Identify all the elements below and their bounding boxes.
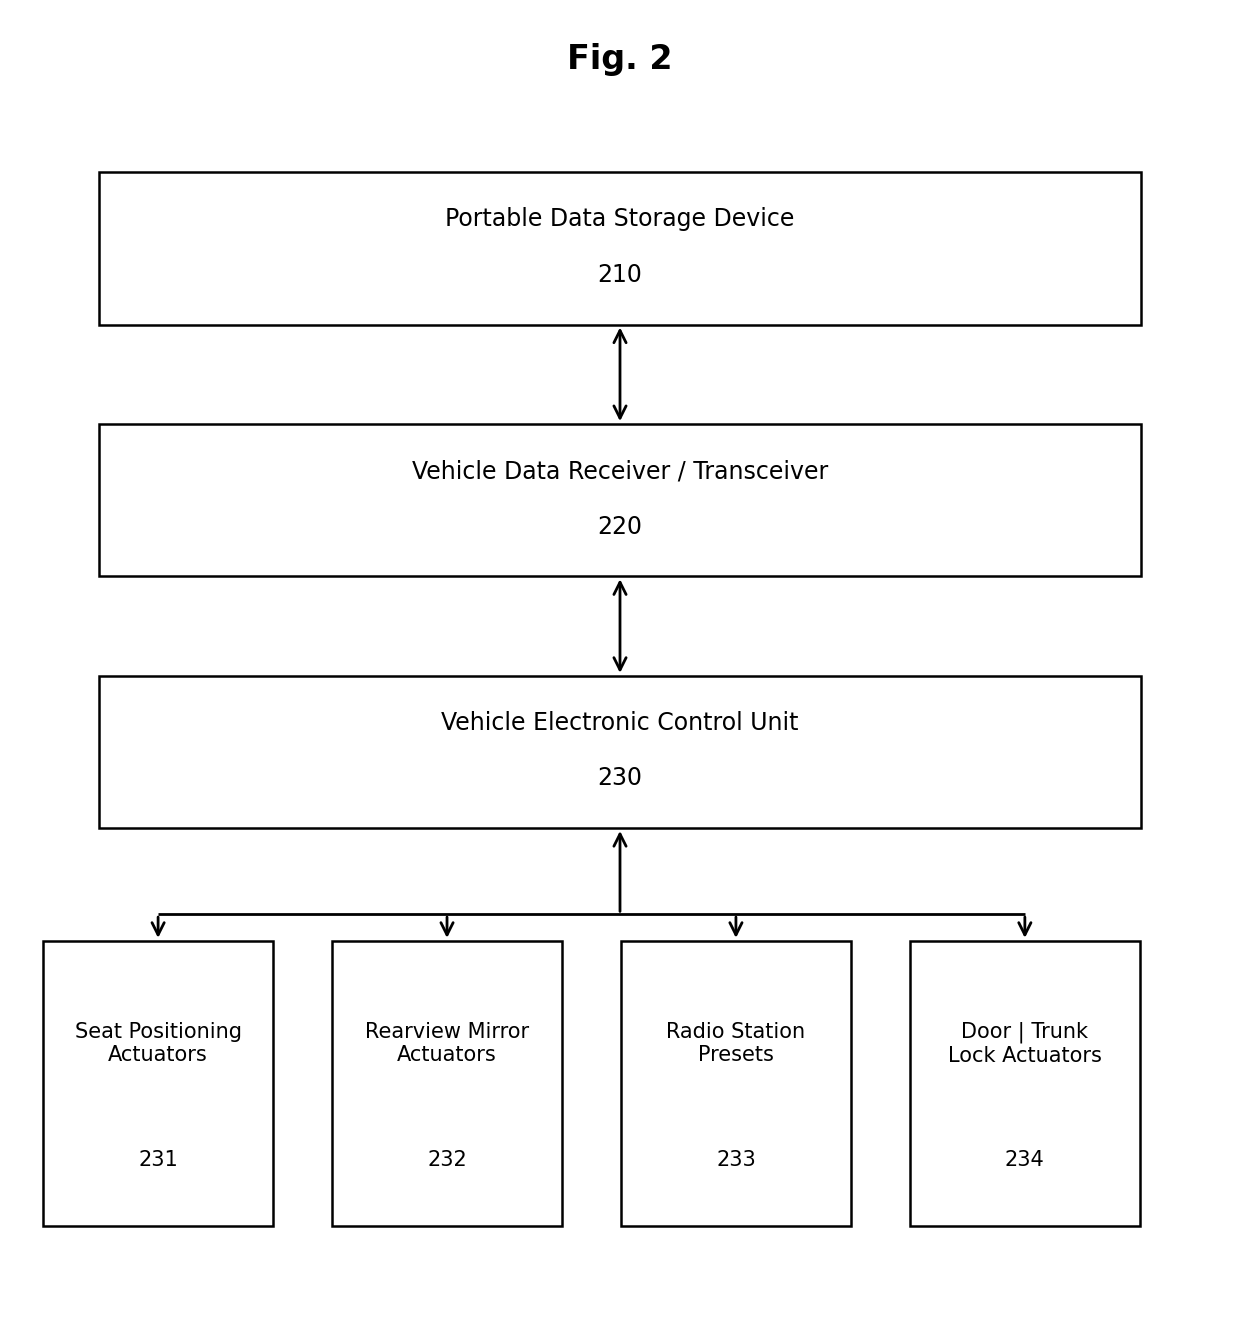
Text: 234: 234 bbox=[1004, 1150, 1045, 1170]
Text: Radio Station
Presets: Radio Station Presets bbox=[666, 1022, 806, 1065]
Bar bbox=[910, 941, 1140, 1226]
Text: Portable Data Storage Device: Portable Data Storage Device bbox=[445, 207, 795, 232]
Text: 232: 232 bbox=[427, 1150, 467, 1170]
Bar bbox=[332, 941, 562, 1226]
Text: 210: 210 bbox=[598, 262, 642, 288]
Text: Vehicle Data Receiver / Transceiver: Vehicle Data Receiver / Transceiver bbox=[412, 458, 828, 484]
Text: Door | Trunk
Lock Actuators: Door | Trunk Lock Actuators bbox=[947, 1022, 1102, 1065]
Text: 231: 231 bbox=[138, 1150, 179, 1170]
Text: Vehicle Electronic Control Unit: Vehicle Electronic Control Unit bbox=[441, 710, 799, 735]
Text: Seat Positioning
Actuators: Seat Positioning Actuators bbox=[74, 1022, 242, 1065]
Text: 233: 233 bbox=[715, 1150, 756, 1170]
Bar bbox=[99, 676, 1141, 828]
Bar bbox=[99, 424, 1141, 576]
Text: Fig. 2: Fig. 2 bbox=[567, 44, 673, 76]
Bar bbox=[99, 172, 1141, 325]
Bar bbox=[621, 941, 851, 1226]
Text: 220: 220 bbox=[598, 514, 642, 539]
Bar bbox=[43, 941, 273, 1226]
Text: Rearview Mirror
Actuators: Rearview Mirror Actuators bbox=[365, 1022, 529, 1065]
Text: 230: 230 bbox=[598, 766, 642, 791]
